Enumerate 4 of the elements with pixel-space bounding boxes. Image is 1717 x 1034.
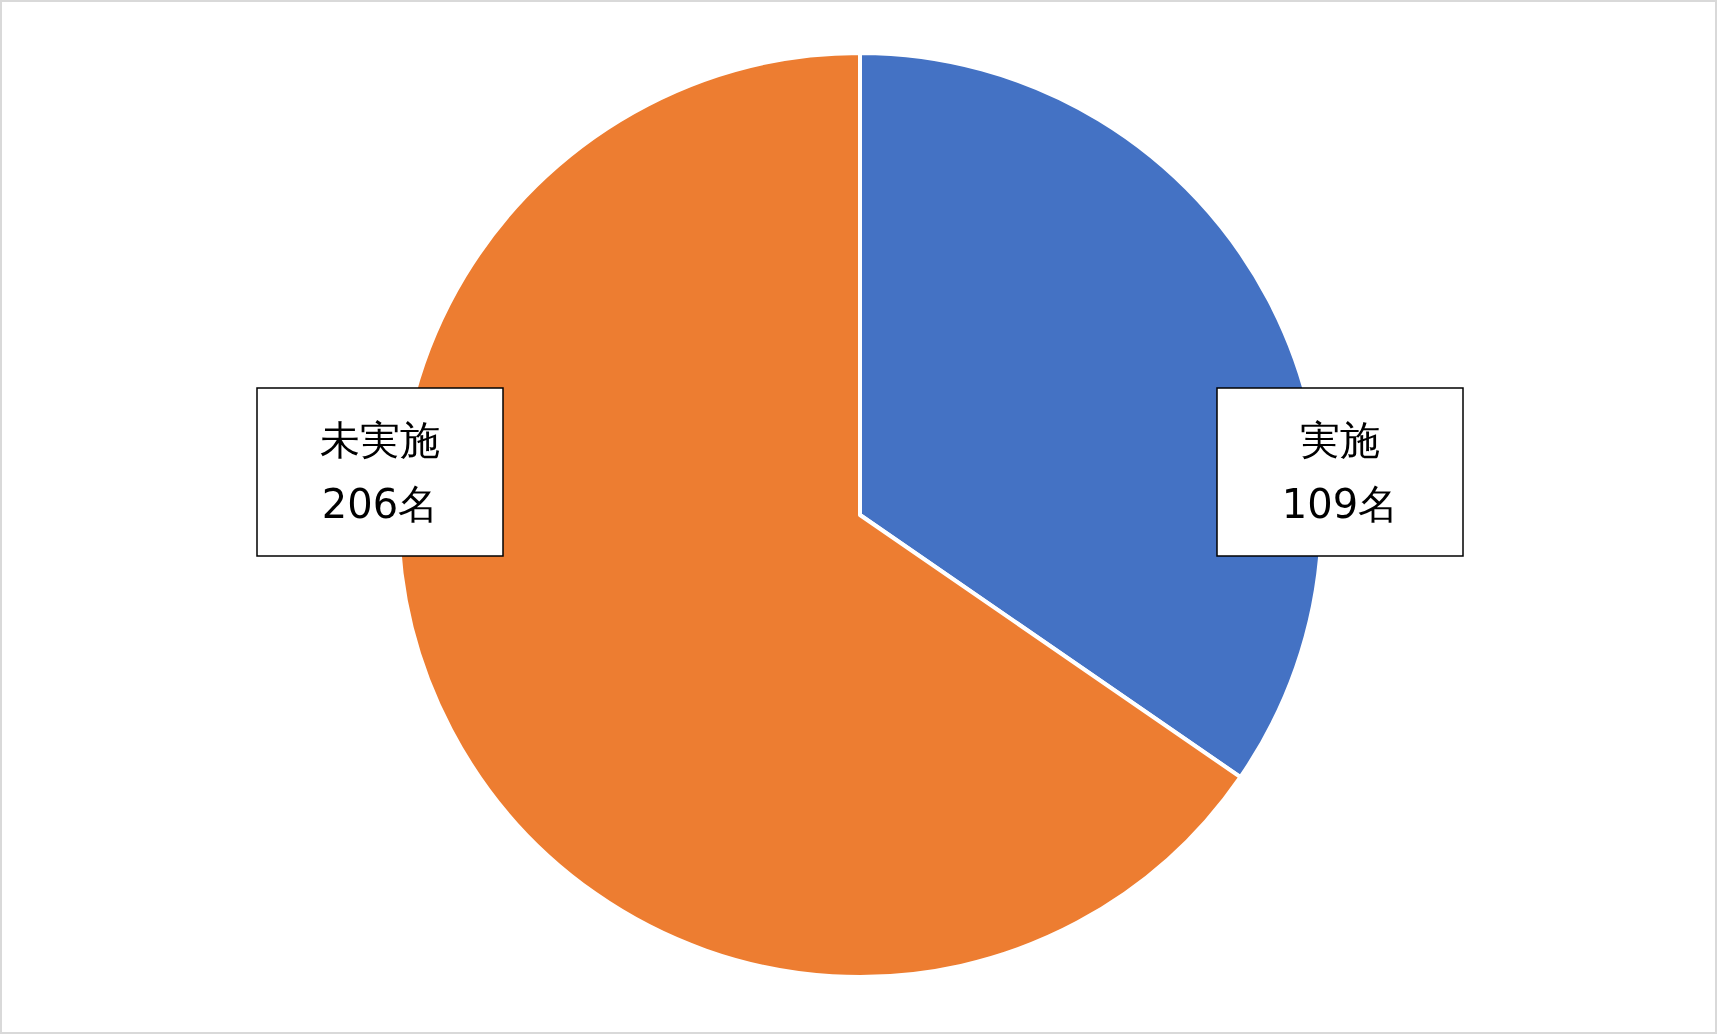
data-label: 109名 bbox=[1281, 481, 1399, 527]
data-label: 206名 bbox=[321, 481, 439, 527]
slice-label: 実施 bbox=[1300, 417, 1380, 463]
slice-label: 未実施 bbox=[320, 417, 440, 463]
